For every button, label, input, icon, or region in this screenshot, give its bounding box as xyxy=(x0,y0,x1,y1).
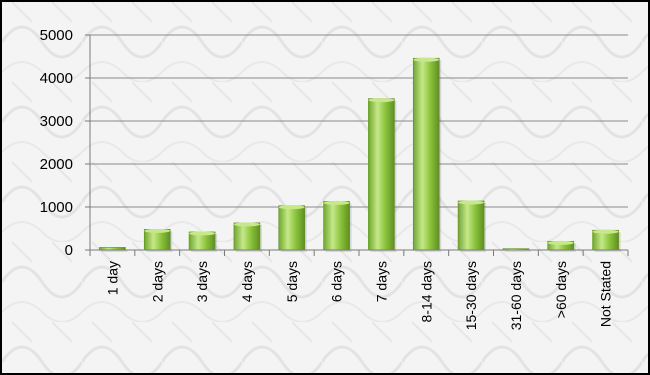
bar-shadow xyxy=(101,249,128,252)
x-category-label: >60 days xyxy=(553,261,569,318)
y-tick-label: 1000 xyxy=(40,199,73,216)
gridlines xyxy=(90,34,628,208)
x-category-label: 8-14 days xyxy=(418,261,434,322)
bar-shadow xyxy=(504,250,531,252)
bar-3 xyxy=(233,222,262,252)
x-category-label: 1 day xyxy=(104,261,120,295)
x-category-label: 6 days xyxy=(329,261,345,302)
x-category-label: 5 days xyxy=(284,261,300,302)
bar-body xyxy=(412,57,440,251)
x-category-label: Not Stated xyxy=(598,261,614,327)
bar-6 xyxy=(368,98,397,252)
y-tick-label: 0 xyxy=(65,242,73,259)
bar-8 xyxy=(457,200,487,252)
bar-2 xyxy=(188,231,218,252)
bar-1 xyxy=(143,228,173,252)
bar-body xyxy=(368,98,395,251)
y-tick-label: 2000 xyxy=(40,156,73,173)
bar-body xyxy=(278,205,306,251)
bar-5 xyxy=(323,200,352,252)
bar-4 xyxy=(278,205,307,252)
bar-top xyxy=(592,229,619,234)
bar-top xyxy=(278,205,305,210)
x-category-label: 31-60 days xyxy=(508,261,524,330)
x-category-label: 3 days xyxy=(194,261,210,302)
bar-top xyxy=(233,222,260,227)
bar-body xyxy=(323,201,350,251)
bar-top xyxy=(368,98,395,103)
bar-top xyxy=(144,228,171,233)
bar-top xyxy=(458,200,485,205)
x-category-label: 4 days xyxy=(239,261,255,302)
bar-body xyxy=(457,200,485,251)
axes xyxy=(85,34,629,256)
x-category-label: 7 days xyxy=(373,261,389,302)
bar-top xyxy=(547,240,574,245)
bars xyxy=(99,57,621,252)
bar-body xyxy=(233,222,261,251)
bar-11 xyxy=(592,229,621,252)
x-category-label: 2 days xyxy=(149,261,165,302)
x-category-label: 15-30 days xyxy=(463,261,479,330)
bar-top xyxy=(323,200,350,205)
bar-top xyxy=(189,231,216,236)
bar-7 xyxy=(412,57,442,252)
y-tick-label: 5000 xyxy=(40,27,73,44)
labels: 0 1000 2000 3000 4000 5000 1 day 2 days 3 days 4 … xyxy=(40,27,614,330)
bar-top xyxy=(413,57,440,62)
bar-10 xyxy=(547,240,576,252)
y-tick-label: 3000 xyxy=(40,113,73,130)
y-tick-label: 4000 xyxy=(40,70,73,87)
